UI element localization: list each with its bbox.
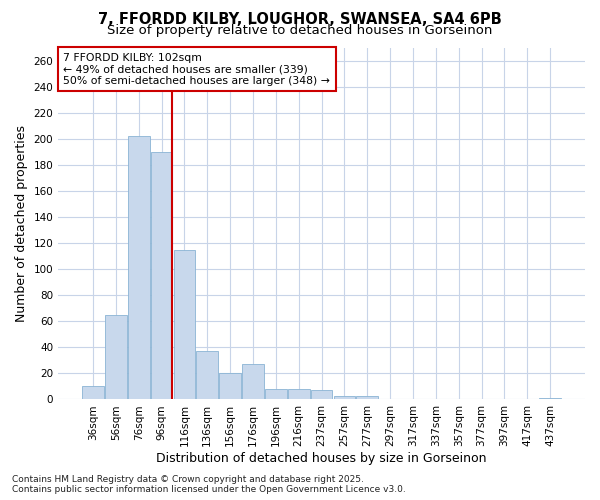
X-axis label: Distribution of detached houses by size in Gorseinon: Distribution of detached houses by size … [157,452,487,465]
Bar [151,152,172,400]
Bar [288,389,310,400]
Bar [219,374,241,400]
Bar [356,396,378,400]
Bar [242,364,264,400]
Bar [311,390,332,400]
Y-axis label: Number of detached properties: Number of detached properties [15,125,28,322]
Text: 7, FFORDD KILBY, LOUGHOR, SWANSEA, SA4 6PB: 7, FFORDD KILBY, LOUGHOR, SWANSEA, SA4 6… [98,12,502,28]
Bar [265,389,287,400]
Bar [196,351,218,400]
Bar [105,314,127,400]
Bar [539,398,561,400]
Bar [82,386,104,400]
Text: 7 FFORDD KILBY: 102sqm
← 49% of detached houses are smaller (339)
50% of semi-de: 7 FFORDD KILBY: 102sqm ← 49% of detached… [64,53,331,86]
Bar [173,250,195,400]
Text: Contains HM Land Registry data © Crown copyright and database right 2025.
Contai: Contains HM Land Registry data © Crown c… [12,474,406,494]
Text: Size of property relative to detached houses in Gorseinon: Size of property relative to detached ho… [107,24,493,37]
Bar [128,136,149,400]
Bar [334,396,355,400]
